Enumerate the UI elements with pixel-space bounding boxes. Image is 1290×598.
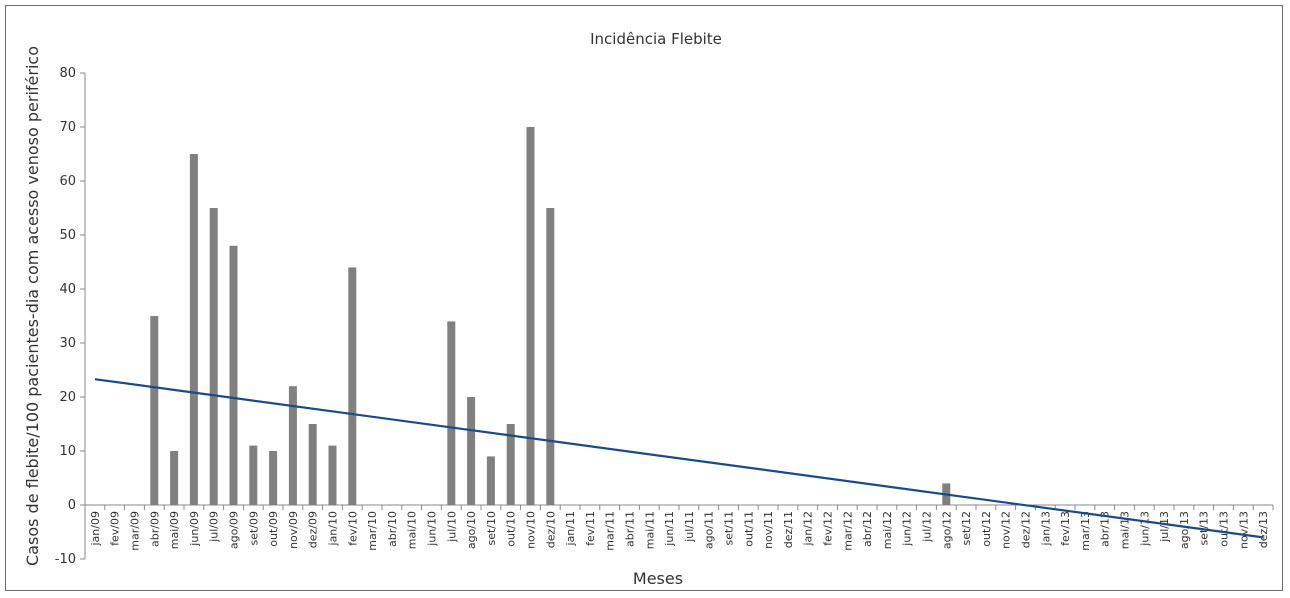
x-tick-label: ago/12 — [940, 511, 953, 549]
x-tick-label: fev/10 — [346, 511, 359, 546]
x-tick-label: jun/11 — [663, 511, 676, 547]
x-tick-label: mar/11 — [604, 511, 617, 551]
x-tick-label: abr/10 — [386, 511, 399, 547]
x-tick-label: out/13 — [1218, 511, 1231, 547]
bar — [209, 208, 218, 505]
bar — [546, 208, 555, 505]
y-tick-label: 10 — [59, 444, 76, 459]
x-tick-label: nov/13 — [1237, 511, 1250, 549]
x-tick-label: abr/13 — [1099, 511, 1112, 547]
x-tick-label: mai/12 — [881, 511, 894, 549]
x-tick-label: dez/13 — [1257, 511, 1270, 548]
x-tick-label: nov/09 — [287, 511, 300, 549]
bar — [229, 245, 238, 506]
bar — [506, 424, 515, 505]
y-axis-title: Casos de flebite/100 pacientes-dia com a… — [23, 46, 42, 566]
x-tick-label: jun/10 — [426, 511, 439, 547]
bar — [467, 397, 476, 505]
bar — [269, 451, 278, 505]
x-tick-label: ago/09 — [228, 511, 241, 549]
x-tick-label: abr/12 — [861, 511, 874, 547]
bar — [447, 321, 456, 505]
x-tick-label: jun/13 — [1138, 511, 1151, 547]
x-tick-label: jul/11 — [683, 511, 696, 543]
y-tick-label: 0 — [68, 498, 76, 513]
bar — [249, 445, 258, 505]
x-tick-label: ago/10 — [465, 511, 478, 549]
x-tick-label: jan/13 — [1039, 511, 1052, 546]
x-tick-label: out/10 — [505, 511, 518, 547]
x-tick-label: fev/11 — [584, 511, 597, 546]
x-tick-label: ago/13 — [1178, 511, 1191, 549]
x-tick-label: dez/10 — [544, 511, 557, 548]
x-tick-label: abr/11 — [624, 511, 637, 547]
x-tick-label: mai/10 — [406, 511, 419, 549]
bar — [170, 451, 179, 505]
x-tick-label: fev/12 — [822, 511, 835, 546]
y-tick-label: 70 — [59, 120, 76, 135]
x-tick-label: out/12 — [980, 511, 993, 547]
y-tick-label: 60 — [59, 174, 76, 189]
chart-frame: Incidência Flebite Meses Casos de flebit… — [5, 5, 1283, 591]
y-tick-label: 30 — [59, 336, 76, 351]
plot-area: -10 0 10 20 30 40 50 60 70 80 jan/09 fev/09 mar/09 ab… — [55, 66, 1274, 567]
x-tick-label: jan/11 — [564, 511, 577, 546]
x-tick-label: set/11 — [723, 511, 736, 546]
x-tick-label: mar/09 — [129, 511, 142, 551]
x-tick-label: set/12 — [960, 511, 973, 546]
flebite-chart: Incidência Flebite Meses Casos de flebit… — [23, 30, 1274, 588]
x-tick-label: nov/12 — [1000, 511, 1013, 549]
x-tick-label: dez/09 — [307, 511, 320, 548]
x-tick-label: mar/12 — [841, 511, 854, 551]
bar — [348, 267, 357, 505]
x-tick-label: jun/12 — [901, 511, 914, 547]
x-tick-label: jul/12 — [921, 511, 934, 543]
x-tick-label: jul/13 — [1158, 511, 1171, 543]
y-tick-label: -10 — [55, 552, 76, 567]
bar — [150, 316, 159, 505]
x-axis-title: Meses — [633, 569, 683, 588]
x-tick-label: jul/09 — [208, 511, 221, 543]
bar — [308, 424, 317, 505]
x-tick-label: abr/09 — [148, 511, 161, 547]
x-tick-label: mai/09 — [168, 511, 181, 549]
x-tick-label: set/10 — [485, 511, 498, 546]
y-tick-label: 80 — [59, 66, 76, 81]
x-tick-label: set/13 — [1198, 511, 1211, 546]
x-tick-label: out/09 — [267, 511, 280, 547]
x-tick-label: jan/10 — [327, 511, 340, 546]
trendline — [94, 378, 1264, 539]
x-tick-label: out/11 — [742, 511, 755, 547]
x-tick-label: jun/09 — [188, 511, 201, 547]
bar — [526, 127, 535, 505]
x-tick-label: nov/11 — [762, 511, 775, 549]
x-tick-label: jul/10 — [445, 511, 458, 543]
bar — [189, 154, 198, 505]
x-tick-label: dez/11 — [782, 511, 795, 548]
y-tick-label: 40 — [59, 282, 76, 297]
x-tick-label: mai/13 — [1119, 511, 1132, 549]
x-tick-label: nov/10 — [525, 511, 538, 549]
y-tick-label: 50 — [59, 228, 76, 243]
x-tick-label: ago/11 — [703, 511, 716, 549]
x-tick-label: dez/12 — [1020, 511, 1033, 548]
bar — [288, 386, 297, 505]
bar — [486, 456, 495, 505]
x-tick-label: fev/13 — [1059, 511, 1072, 546]
x-tick-label: jan/12 — [802, 511, 815, 546]
bar — [328, 445, 337, 505]
x-tick-label: mar/13 — [1079, 511, 1092, 551]
x-tick-label: mar/10 — [366, 511, 379, 551]
y-tick-label: 20 — [59, 390, 76, 405]
x-tick-label: jan/09 — [89, 511, 102, 546]
chart-title: Incidência Flebite — [590, 30, 722, 48]
x-tick-label: set/09 — [247, 511, 260, 546]
x-tick-label: fev/09 — [109, 511, 122, 546]
x-tick-label: mai/11 — [643, 511, 656, 549]
